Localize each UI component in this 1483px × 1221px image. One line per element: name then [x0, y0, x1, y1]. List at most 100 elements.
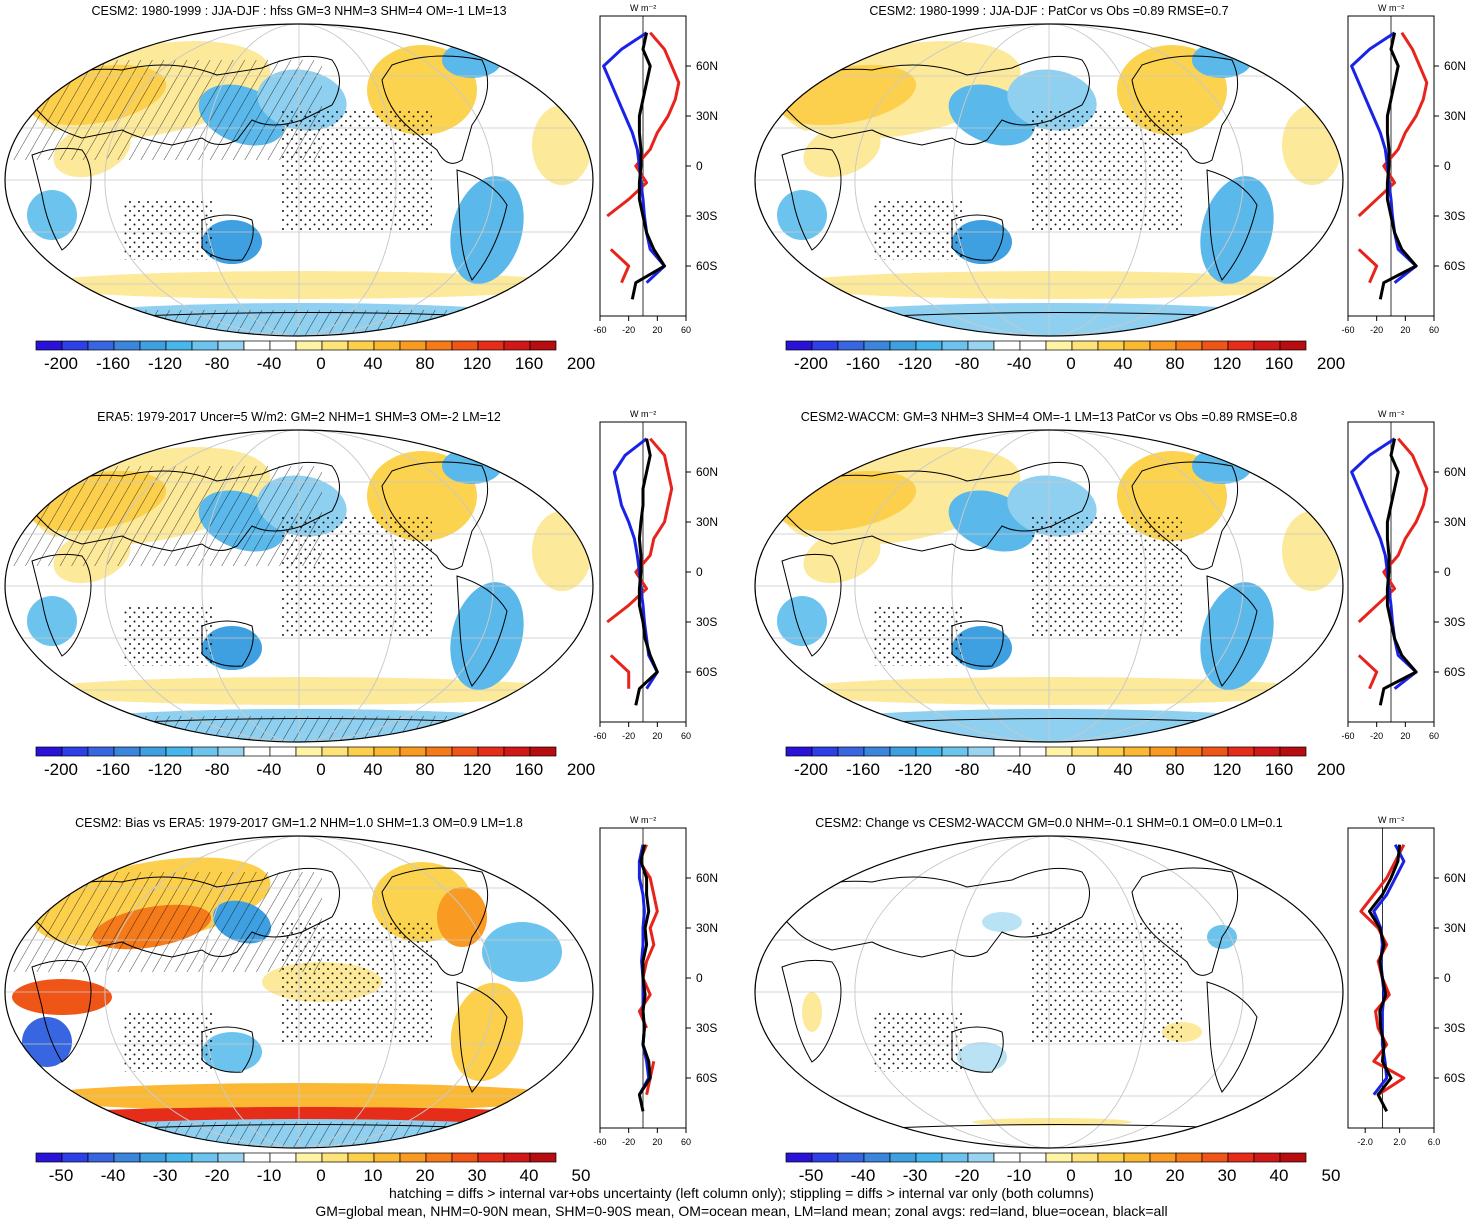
field-region [32, 1083, 572, 1111]
zonal-unit-label: W m⁻² [630, 409, 657, 419]
colorbar-swatch [373, 746, 401, 757]
colorbar-swatch [139, 340, 167, 351]
colorbar-ticks: -50 -40 -30 -20 -10 0 10 20 30 40 50 [35, 1166, 591, 1188]
colorbar-swatch [87, 746, 115, 757]
colorbar-swatch [1175, 746, 1203, 757]
latitude-label: 30S [696, 615, 718, 629]
colorbar-swatch [399, 746, 427, 757]
zonal-land-line [606, 437, 674, 689]
zonal-x-tick-label: -60 [593, 731, 607, 741]
colorbar-swatch [1253, 340, 1281, 351]
field-region [1282, 511, 1342, 591]
colorbar-swatch [993, 1152, 1021, 1163]
latitude-label: 0 [1444, 565, 1451, 579]
colorbar-swatch [915, 746, 943, 757]
zonal-all-line [1378, 438, 1418, 706]
field-region [982, 912, 1022, 932]
footer-line-1: hatching = diffs > internal var+obs unce… [389, 1185, 1094, 1201]
colorbar [785, 746, 1307, 757]
zonal-all-line [1378, 32, 1418, 300]
zonal-mean-plot [1347, 421, 1439, 727]
colorbar-swatch [811, 340, 839, 351]
colorbar-swatch [785, 340, 813, 351]
latitude-label: 30N [1444, 515, 1467, 529]
zonal-x-tick-label: 60 [680, 1137, 692, 1147]
colorbar-tick-label: 80 [1165, 354, 1185, 373]
colorbar-tick-label: -40 [1006, 760, 1032, 779]
colorbar-tick-label: -200 [793, 354, 829, 373]
colorbar-tick-label: 20 [415, 1166, 435, 1185]
zonal-mean-plot [599, 15, 691, 321]
colorbar-swatch [941, 1152, 969, 1163]
map-panel [754, 429, 1344, 743]
field-region [32, 271, 572, 299]
colorbar-tick-label: 200 [566, 354, 596, 373]
colorbar-tick-label: 120 [462, 354, 492, 373]
zonal-land-line [606, 31, 681, 284]
colorbar-tick-label: -10 [256, 1166, 282, 1185]
colorbar-swatch [1149, 746, 1177, 757]
colorbar-swatch [425, 746, 453, 757]
field-region [782, 677, 1322, 705]
colorbar-tick-label: 40 [1113, 760, 1133, 779]
colorbar-swatch [1149, 1152, 1177, 1163]
latitude-label: 30N [1444, 109, 1467, 123]
zonal-ocean-line [602, 31, 666, 284]
colorbar-swatch [295, 1152, 323, 1163]
field-region [782, 271, 1322, 299]
colorbar-swatch [503, 340, 531, 351]
latitude-label: 60N [1444, 59, 1467, 73]
colorbar-swatch [87, 1152, 115, 1163]
colorbar-swatch [1227, 340, 1255, 351]
colorbar-tick-label: -40 [256, 354, 282, 373]
colorbar-swatch [191, 746, 219, 757]
field-region [803, 528, 881, 584]
colorbar-swatch [113, 340, 141, 351]
field-region [12, 979, 112, 1015]
zonal-x-tick-label: 60 [680, 325, 692, 335]
colorbar-swatch [889, 1152, 917, 1163]
field-region [22, 1017, 72, 1067]
field-region [32, 677, 572, 705]
colorbar-tick-label: 200 [1316, 760, 1346, 779]
colorbar-swatch [967, 340, 995, 351]
colorbar-swatch [915, 1152, 943, 1163]
colorbar-swatch [321, 746, 349, 757]
colorbar-swatch [967, 1152, 995, 1163]
latitude-label: 60S [696, 1071, 718, 1085]
zonal-unit-label: W m⁻² [630, 3, 657, 13]
colorbar-swatch [1253, 1152, 1281, 1163]
zonal-x-tick-label: -60 [1341, 325, 1355, 335]
colorbar-swatch [1201, 746, 1229, 757]
colorbar-ticks: -50 -40 -30 -20 -10 0 10 20 30 40 50 [785, 1166, 1341, 1188]
colorbar-swatch [1071, 340, 1099, 351]
zonal-x-tick-label: -2.0 [1357, 1137, 1373, 1147]
colorbar-swatch [35, 1152, 63, 1163]
zonal-mean-plot [1347, 15, 1439, 321]
colorbar-tick-label: -80 [954, 354, 980, 373]
colorbar-tick-label: 40 [363, 354, 383, 373]
colorbar-swatch [269, 1152, 297, 1163]
colorbar-tick-label: 120 [1212, 354, 1242, 373]
zonal-x-tick-label: 20 [652, 731, 663, 741]
colorbar-swatch [347, 340, 375, 351]
colorbar-swatch [217, 746, 245, 757]
colorbar-swatch [785, 1152, 813, 1163]
zonal-all-line [1368, 844, 1402, 1112]
colorbar-swatch [61, 1152, 89, 1163]
colorbar-swatch [837, 340, 865, 351]
colorbar-swatch [243, 340, 271, 351]
field-region [1282, 105, 1342, 185]
colorbar-swatch [321, 340, 349, 351]
colorbar-swatch [1071, 1152, 1099, 1163]
latitude-label: 30N [696, 921, 719, 935]
latitude-label: 30S [1444, 1021, 1466, 1035]
colorbar-tick-label: -120 [897, 354, 933, 373]
field-region [27, 596, 77, 646]
colorbar [785, 1152, 1307, 1163]
colorbar-tick-label: -30 [152, 1166, 178, 1185]
colorbar-swatch [451, 1152, 479, 1163]
colorbar [35, 746, 557, 757]
colorbar-swatch [1227, 1152, 1255, 1163]
zonal-x-tick-label: 60 [1428, 325, 1440, 335]
